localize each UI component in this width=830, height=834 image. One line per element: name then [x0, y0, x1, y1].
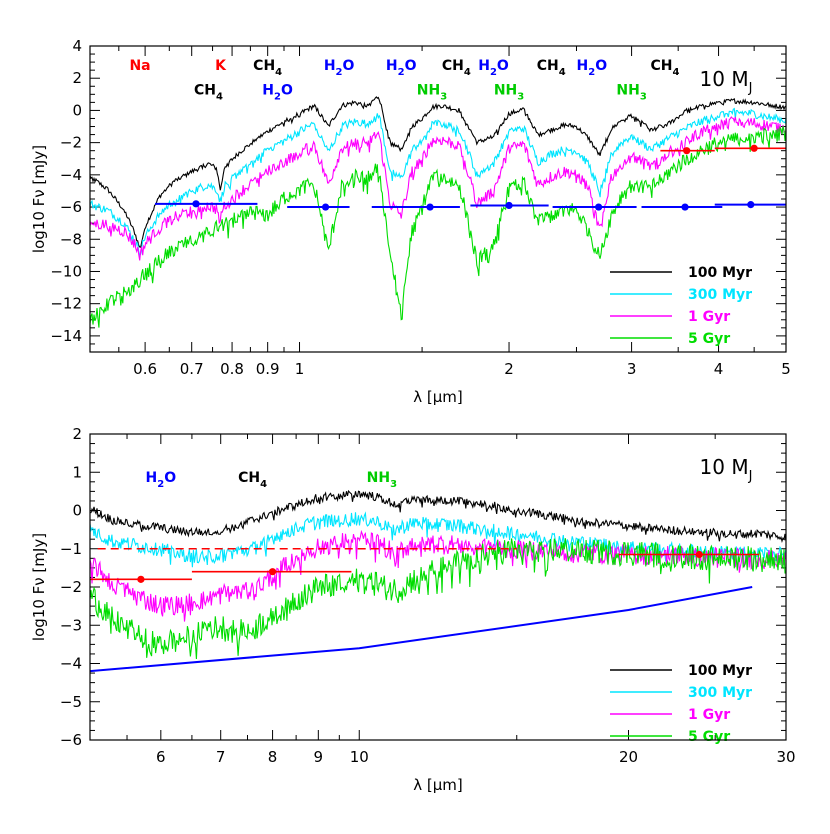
series-line-1-gyr — [90, 116, 786, 261]
x-tick-label: 10 — [350, 748, 369, 766]
y-axis-label: log10 Fν [mJy] — [30, 145, 48, 253]
y-tick-label: −10 — [50, 262, 82, 280]
y-tick-label: −4 — [60, 655, 82, 673]
sensitivity-point — [192, 200, 200, 208]
y-tick-label: −12 — [50, 295, 82, 313]
legend-label: 100 Myr — [688, 663, 752, 679]
red-point — [137, 575, 145, 583]
legend-label: 1 Gyr — [688, 707, 730, 723]
red-point — [695, 550, 703, 559]
legend-label: 5 Gyr — [688, 331, 730, 347]
x-axis-label: λ [μm] — [413, 388, 463, 406]
series-line-100-myr — [90, 489, 786, 544]
molecule-label: CH4 — [442, 58, 471, 78]
y-tick-label: −2 — [60, 578, 82, 596]
mass-label: 10 MJ — [700, 67, 753, 96]
legend-label: 1 Gyr — [688, 309, 730, 325]
x-tick-label: 3 — [627, 360, 637, 378]
plot-area — [90, 96, 786, 328]
legend-label: 5 Gyr — [688, 729, 730, 745]
panel-top: 4 2 0 −2 −4 −6 −8 −10 −12 −14 0.6 0.7 0.8 0.9 1 2 3 4 5 λ [… — [30, 37, 791, 406]
y-tick-label: 2 — [72, 69, 82, 87]
y-axis-label: log10 Fν [mJy] — [30, 533, 48, 641]
series-line-5-gyr — [90, 126, 786, 328]
sensitivity-point — [595, 203, 603, 211]
red-point — [683, 147, 691, 155]
x-tick-label: 20 — [619, 748, 638, 766]
molecule-label: CH4 — [650, 58, 679, 78]
molecule-label: K — [215, 58, 227, 74]
legend: 100 Myr 300 Myr 1 Gyr 5 Gyr — [610, 265, 752, 347]
x-tick-label: 4 — [714, 360, 724, 378]
molecule-label: NH3 — [616, 82, 646, 102]
molecule-label: H2O — [386, 58, 417, 78]
axes-frame — [89, 433, 787, 741]
sensitivity-point — [426, 203, 434, 211]
y-tick-label: 0 — [72, 502, 82, 520]
x-tick-label: 1 — [295, 360, 305, 378]
sensitivity-point — [505, 201, 513, 210]
mass-label: 10 MJ — [700, 455, 753, 484]
red-point — [750, 144, 758, 152]
molecule-label: H2O — [262, 82, 293, 102]
y-tick-label: 0 — [72, 101, 82, 119]
x-tick-label: 8 — [268, 748, 278, 766]
x-tick-label: 30 — [776, 748, 795, 766]
x-tick-label: 7 — [216, 748, 226, 766]
legend-label: 100 Myr — [688, 265, 752, 281]
x-tick-label: 0.7 — [180, 360, 204, 378]
x-tick-label: 0.8 — [220, 360, 244, 378]
molecule-label: CH4 — [537, 58, 566, 78]
x-tick-label: 5 — [781, 360, 791, 378]
molecule-label: NH3 — [367, 470, 397, 490]
y-tick-label: −1 — [60, 540, 82, 558]
series-line-300-myr — [90, 511, 786, 568]
molecule-label: CH4 — [194, 82, 223, 102]
x-axis-label: λ [μm] — [413, 776, 463, 794]
y-tick-label: −4 — [60, 166, 82, 184]
legend-label: 300 Myr — [688, 685, 752, 701]
molecule-label: H2O — [146, 470, 177, 490]
x-tick-label: 6 — [156, 748, 166, 766]
y-tick-label: 1 — [72, 463, 82, 481]
y-tick-label: −3 — [60, 616, 82, 634]
sensitivity-point — [681, 203, 689, 211]
panel-bottom: 210−1−2−3−4−5−66 7 8 9 10 20 30λ [μm]log10 Fν … — [30, 425, 796, 794]
sensitivity-point — [747, 201, 755, 209]
series-line-100-myr — [90, 96, 786, 248]
y-tick-label: 2 — [72, 425, 82, 443]
molecule-label: H2O — [324, 58, 355, 78]
y-tick-label: −14 — [50, 327, 82, 345]
y-tick-label: −2 — [60, 134, 82, 152]
x-tick-label: 9 — [314, 748, 324, 766]
x-tick-label: 0.9 — [256, 360, 280, 378]
molecule-label: H2O — [478, 58, 509, 78]
molecule-label: CH4 — [253, 58, 282, 78]
legend-label: 300 Myr — [688, 287, 752, 303]
molecule-label: H2O — [577, 58, 608, 78]
plot-area — [90, 489, 786, 673]
y-tick-label: −8 — [60, 230, 82, 248]
molecule-label: NH3 — [494, 82, 524, 102]
molecule-label: Na — [129, 58, 150, 74]
axes-frame — [89, 45, 787, 353]
y-tick-label: −5 — [60, 693, 82, 711]
sensitivity-point — [321, 203, 330, 211]
sensitivity-curve — [90, 586, 753, 673]
series-line-300-myr — [90, 107, 786, 257]
series-line-1-gyr — [90, 529, 786, 622]
x-tick-label: 2 — [504, 360, 514, 378]
series-line-5-gyr — [90, 538, 786, 660]
molecule-label: CH4 — [238, 470, 267, 490]
y-tick-label: 4 — [72, 37, 82, 55]
x-tick-label: 0.6 — [133, 360, 157, 378]
y-tick-label: −6 — [60, 731, 82, 749]
molecule-label: NH3 — [417, 82, 447, 102]
y-tick-label: −6 — [60, 198, 82, 216]
legend: 100 Myr 300 Myr 1 Gyr 5 Gyr — [610, 663, 752, 745]
red-point — [268, 568, 277, 576]
